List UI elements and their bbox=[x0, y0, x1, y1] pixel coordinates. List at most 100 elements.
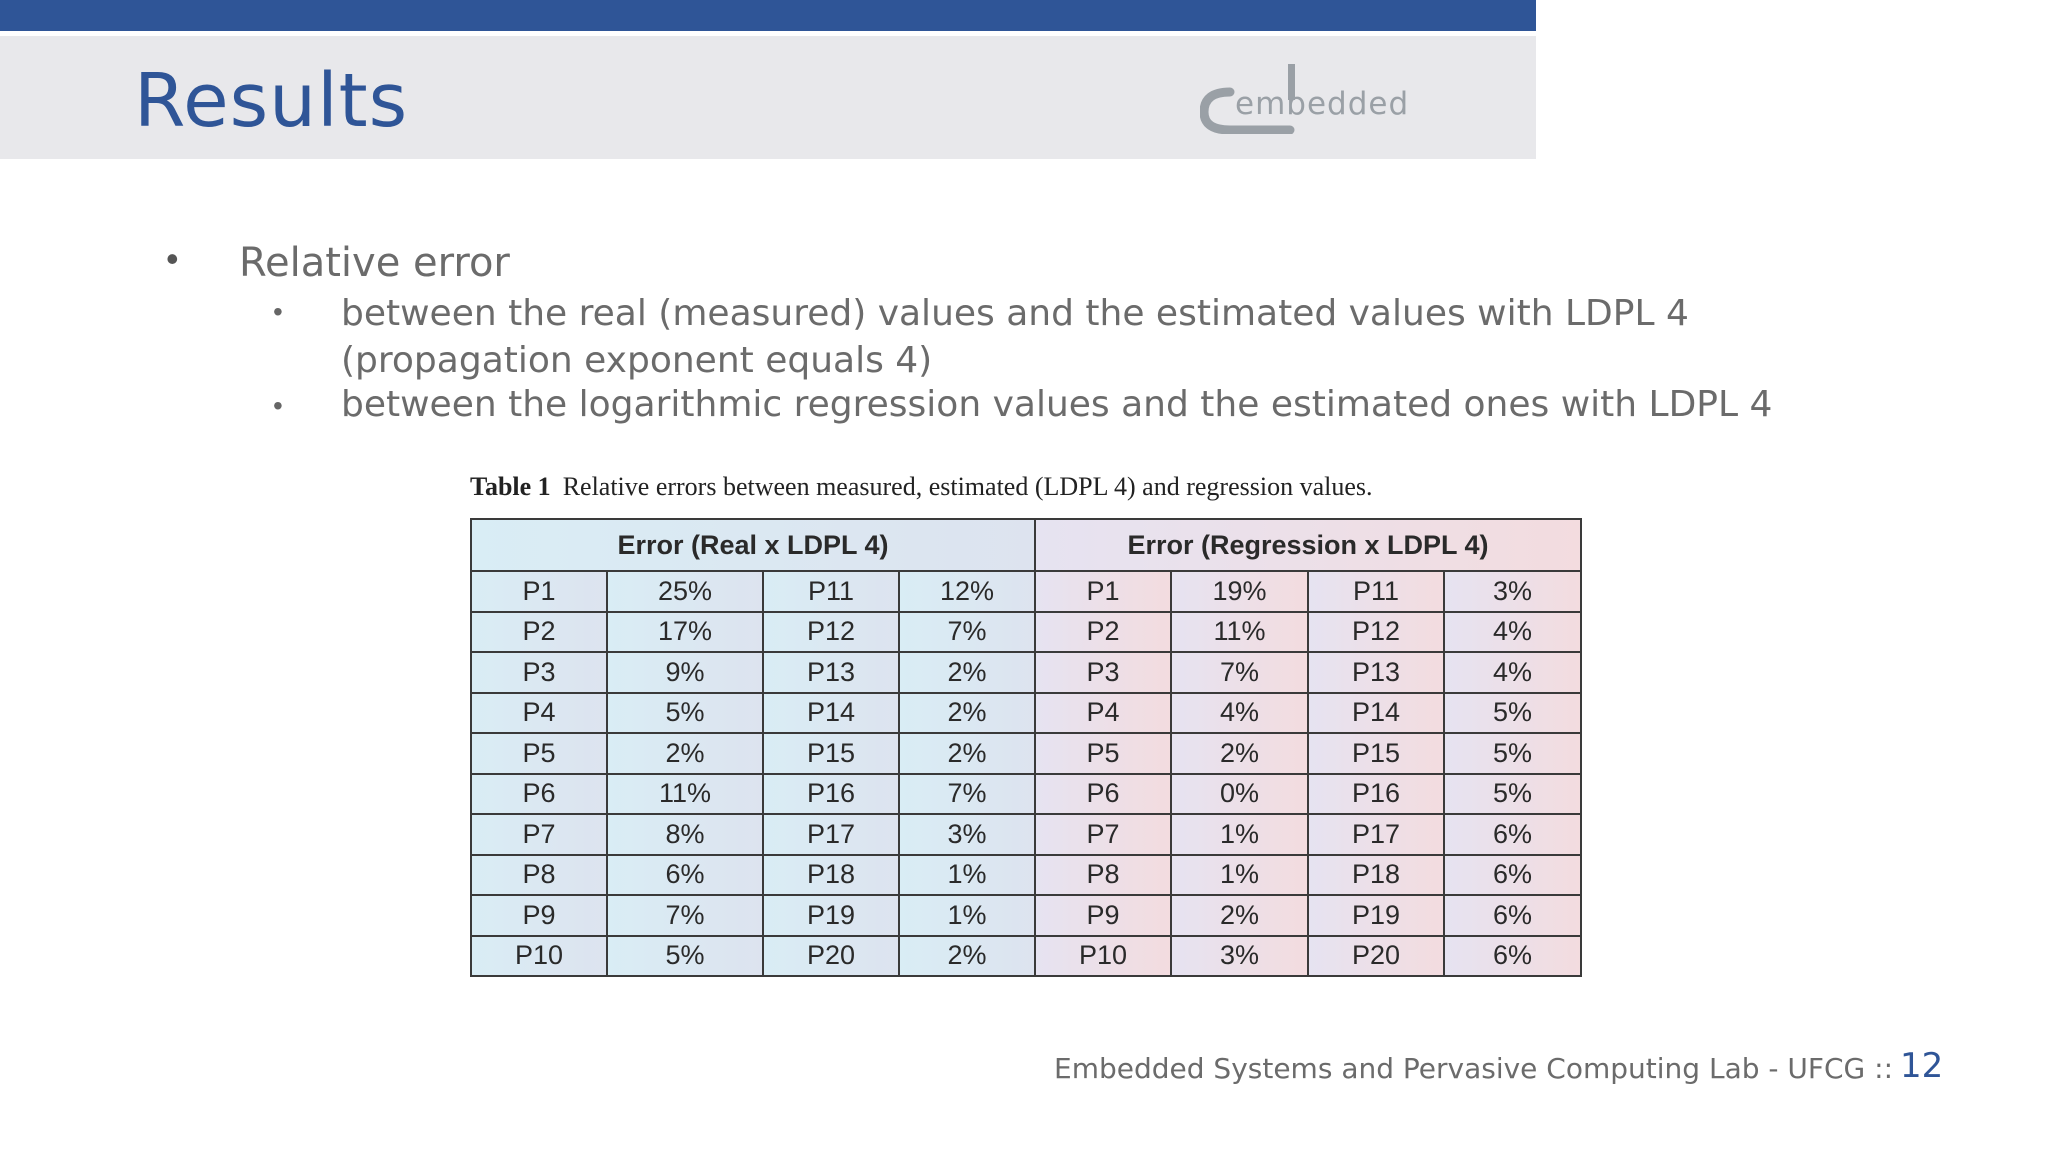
point-label-cell: P11 bbox=[1307, 570, 1445, 613]
point-label-cell: P16 bbox=[1307, 772, 1445, 815]
error-value-cell: 12% bbox=[898, 570, 1036, 613]
error-value-cell: 2% bbox=[1170, 894, 1309, 937]
table-row: P10 5% P20 2% P10 3% P20 6% bbox=[470, 934, 1582, 977]
point-label-cell: P20 bbox=[762, 934, 900, 977]
point-label-cell: P12 bbox=[1307, 610, 1445, 653]
error-value-cell: 6% bbox=[1443, 934, 1582, 977]
point-label-cell: P15 bbox=[1307, 732, 1445, 775]
table-row: P6 11% P16 7% P6 0% P16 5% bbox=[470, 772, 1582, 815]
table-row: P8 6% P18 1% P8 1% P18 6% bbox=[470, 853, 1582, 896]
point-label-cell: P15 bbox=[762, 732, 900, 775]
error-value-cell: 11% bbox=[606, 772, 764, 815]
error-value-cell: 2% bbox=[606, 732, 764, 775]
point-label-cell: P10 bbox=[1034, 934, 1172, 977]
table-caption-label: Table 1 bbox=[470, 472, 551, 501]
footer-lab-name: Embedded Systems and Pervasive Computing… bbox=[1054, 1052, 1894, 1085]
point-label-cell: P11 bbox=[762, 570, 900, 613]
error-value-cell: 2% bbox=[1170, 732, 1309, 775]
error-value-cell: 4% bbox=[1443, 610, 1582, 653]
table-row: P7 8% P17 3% P7 1% P17 6% bbox=[470, 813, 1582, 856]
point-label-cell: P4 bbox=[1034, 691, 1172, 734]
error-value-cell: 6% bbox=[1443, 894, 1582, 937]
error-value-cell: 9% bbox=[606, 651, 764, 694]
point-label-cell: P10 bbox=[470, 934, 608, 977]
error-value-cell: 8% bbox=[606, 813, 764, 856]
point-label-cell: P8 bbox=[1034, 853, 1172, 896]
error-value-cell: 2% bbox=[898, 934, 1036, 977]
table-caption-text: Relative errors between measured, estima… bbox=[562, 472, 1373, 501]
point-label-cell: P2 bbox=[470, 610, 608, 653]
point-label-cell: P3 bbox=[1034, 651, 1172, 694]
error-value-cell: 5% bbox=[606, 691, 764, 734]
point-label-cell: P8 bbox=[470, 853, 608, 896]
point-label-cell: P5 bbox=[1034, 732, 1172, 775]
error-value-cell: 19% bbox=[1170, 570, 1309, 613]
sub-bullet-real-vs-ldpl: between the real (measured) values and t… bbox=[341, 293, 1689, 381]
error-value-cell: 7% bbox=[898, 772, 1036, 815]
error-value-cell: 4% bbox=[1443, 651, 1582, 694]
point-label-cell: P7 bbox=[1034, 813, 1172, 856]
point-label-cell: P13 bbox=[1307, 651, 1445, 694]
error-value-cell: 6% bbox=[606, 853, 764, 896]
bullet-dot: • bbox=[166, 238, 179, 279]
error-value-cell: 1% bbox=[898, 894, 1036, 937]
embedded-logo: embedded bbox=[1199, 62, 1462, 135]
point-label-cell: P1 bbox=[1034, 570, 1172, 613]
point-label-cell: P1 bbox=[470, 570, 608, 613]
point-label-cell: P19 bbox=[1307, 894, 1445, 937]
error-table: Error (Real x LDPL 4) Error (Regression … bbox=[470, 518, 1582, 977]
point-label-cell: P17 bbox=[762, 813, 900, 856]
table-body: P1 25% P11 12% P1 19% P11 3% P2 17% P12 7% P2 11% P12 4… bbox=[470, 570, 1582, 977]
top-accent-bar bbox=[0, 0, 1536, 31]
point-label-cell: P5 bbox=[470, 732, 608, 775]
point-label-cell: P2 bbox=[1034, 610, 1172, 653]
point-label-cell: P6 bbox=[1034, 772, 1172, 815]
error-value-cell: 1% bbox=[898, 853, 1036, 896]
sub-bullet-dot: • bbox=[273, 296, 283, 327]
table-row: P5 2% P15 2% P5 2% P15 5% bbox=[470, 732, 1582, 775]
error-value-cell: 1% bbox=[1170, 813, 1309, 856]
table-row: P4 5% P14 2% P4 4% P14 5% bbox=[470, 691, 1582, 734]
point-label-cell: P12 bbox=[762, 610, 900, 653]
error-value-cell: 1% bbox=[1170, 853, 1309, 896]
error-value-cell: 2% bbox=[898, 732, 1036, 775]
point-label-cell: P14 bbox=[762, 691, 900, 734]
error-value-cell: 2% bbox=[898, 651, 1036, 694]
bullet-relative-error: Relative error bbox=[239, 240, 510, 286]
point-label-cell: P4 bbox=[470, 691, 608, 734]
header-band bbox=[0, 36, 1536, 159]
point-label-cell: P18 bbox=[1307, 853, 1445, 896]
error-value-cell: 7% bbox=[606, 894, 764, 937]
error-value-cell: 5% bbox=[1443, 732, 1582, 775]
error-value-cell: 5% bbox=[1443, 691, 1582, 734]
error-value-cell: 7% bbox=[898, 610, 1036, 653]
error-value-cell: 17% bbox=[606, 610, 764, 653]
sub-bullet-dot: • bbox=[273, 390, 283, 421]
error-value-cell: 3% bbox=[1170, 934, 1309, 977]
point-label-cell: P9 bbox=[470, 894, 608, 937]
point-label-cell: P14 bbox=[1307, 691, 1445, 734]
error-value-cell: 7% bbox=[1170, 651, 1309, 694]
error-value-cell: 6% bbox=[1443, 813, 1582, 856]
group-header-real: Error (Real x LDPL 4) bbox=[470, 518, 1036, 572]
point-label-cell: P3 bbox=[470, 651, 608, 694]
point-label-cell: P9 bbox=[1034, 894, 1172, 937]
point-label-cell: P13 bbox=[762, 651, 900, 694]
table-row: P9 7% P19 1% P9 2% P19 6% bbox=[470, 894, 1582, 937]
point-label-cell: P7 bbox=[470, 813, 608, 856]
error-value-cell: 11% bbox=[1170, 610, 1309, 653]
point-label-cell: P18 bbox=[762, 853, 900, 896]
point-label-cell: P16 bbox=[762, 772, 900, 815]
error-value-cell: 3% bbox=[1443, 570, 1582, 613]
point-label-cell: P20 bbox=[1307, 934, 1445, 977]
error-value-cell: 25% bbox=[606, 570, 764, 613]
table-row: P3 9% P13 2% P3 7% P13 4% bbox=[470, 651, 1582, 694]
error-value-cell: 5% bbox=[1443, 772, 1582, 815]
error-value-cell: 2% bbox=[898, 691, 1036, 734]
error-value-cell: 0% bbox=[1170, 772, 1309, 815]
point-label-cell: P17 bbox=[1307, 813, 1445, 856]
slide-title: Results bbox=[134, 58, 409, 144]
group-header-regression: Error (Regression x LDPL 4) bbox=[1034, 518, 1582, 572]
point-label-cell: P6 bbox=[470, 772, 608, 815]
page-number: 12 bbox=[1900, 1046, 1944, 1086]
